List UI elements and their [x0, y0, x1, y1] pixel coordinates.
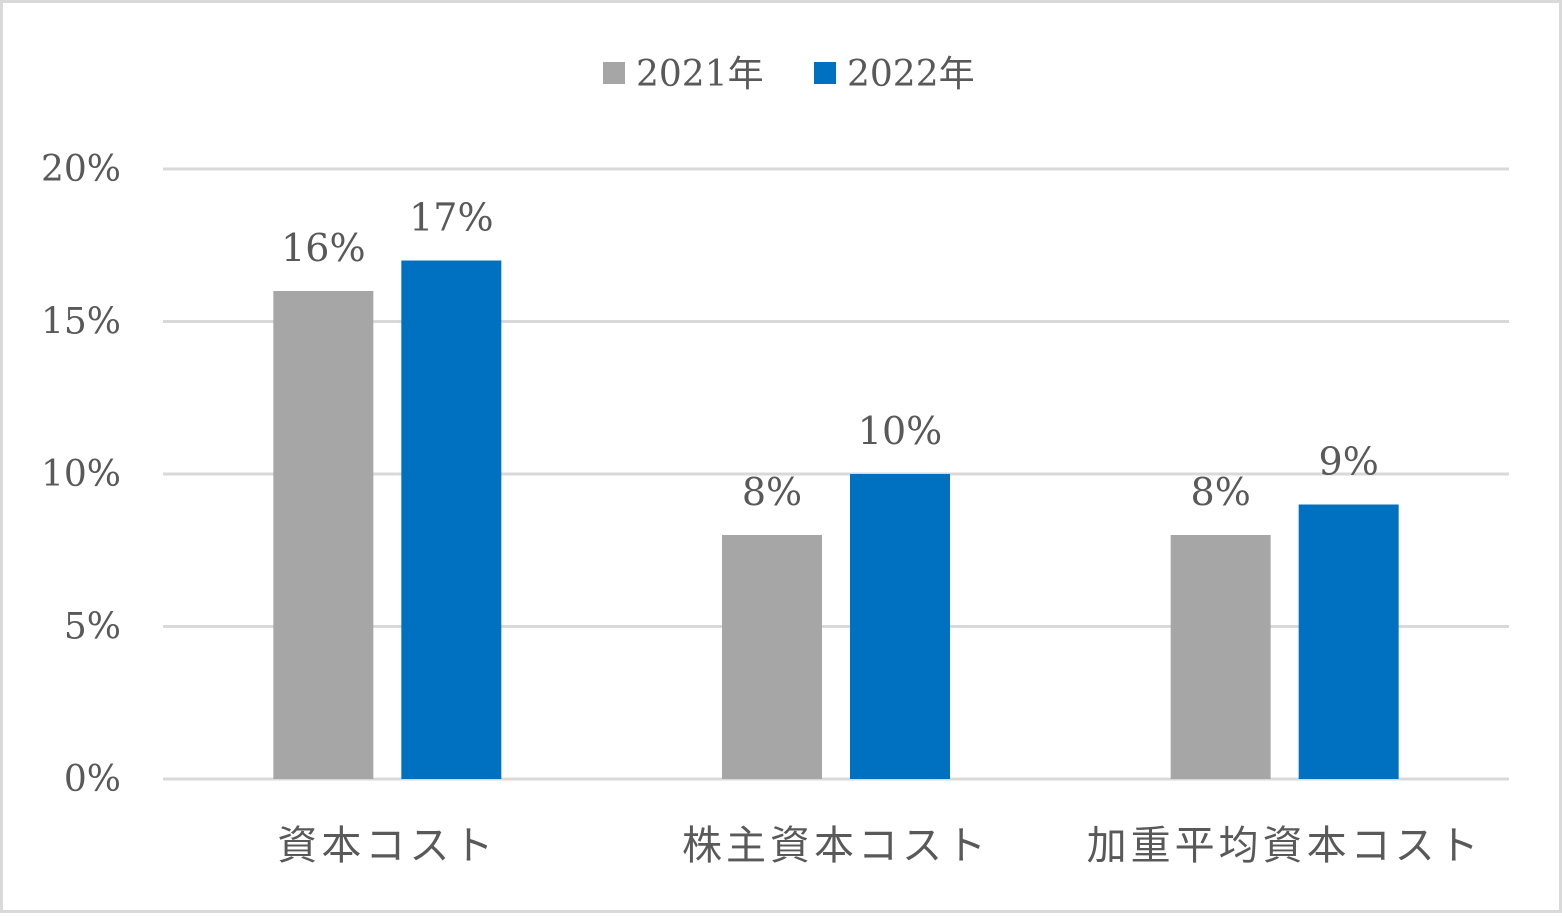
bar-chart: 0% 5% 10% 15% 20% 16% 17% 8% 10% 8% 9% 資本コスト 株主資本コ…	[41, 54, 1509, 869]
bar-series1	[273, 291, 374, 779]
y-axis-tick-labels: 0% 5% 10% 15% 20%	[41, 149, 121, 800]
data-label: 17%	[409, 196, 493, 240]
gridlines	[163, 167, 1509, 781]
data-label: 16%	[281, 226, 365, 270]
category-label: 株主資本コスト	[682, 823, 990, 869]
bar-series1	[1170, 535, 1271, 779]
category-label: 加重平均資本コスト	[1087, 823, 1483, 869]
x-axis-category-labels: 資本コスト 株主資本コスト 加重平均資本コスト	[277, 823, 1483, 869]
bar-series2	[850, 474, 950, 779]
legend: 2021年 2022年	[603, 54, 975, 95]
y-tick-label: 10%	[41, 454, 121, 495]
category-label: 資本コスト	[277, 823, 497, 869]
bar-series2	[1298, 504, 1399, 779]
data-labels: 16% 17% 8% 10% 8% 9%	[281, 196, 1379, 515]
y-tick-label: 0%	[64, 759, 121, 800]
data-label: 8%	[1191, 470, 1251, 514]
data-label: 10%	[858, 409, 942, 453]
data-label: 8%	[742, 470, 802, 514]
y-tick-label: 15%	[41, 302, 121, 343]
bar-series1	[722, 535, 822, 779]
y-tick-label: 5%	[64, 607, 121, 648]
legend-swatch	[603, 62, 625, 84]
y-tick-label: 20%	[41, 149, 121, 190]
legend-label: 2021年	[636, 54, 764, 95]
data-label: 9%	[1319, 440, 1379, 484]
legend-label: 2022年	[847, 54, 975, 95]
legend-swatch	[814, 62, 836, 84]
bars	[273, 260, 1399, 779]
bar-series2	[401, 260, 502, 779]
